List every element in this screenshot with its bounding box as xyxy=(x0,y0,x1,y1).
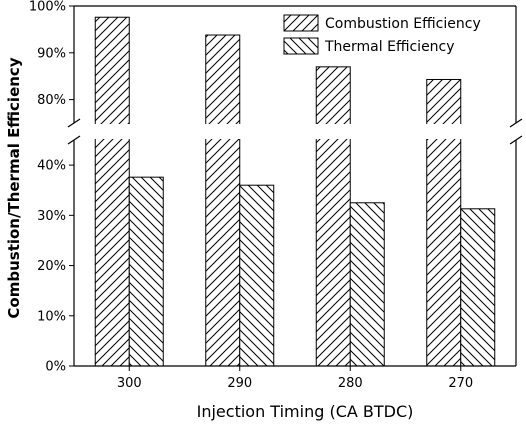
y-tick-labels: 0% 10% 20% 30% 40% 80% 90% 100% xyxy=(29,0,66,375)
y-tick-label: 90% xyxy=(37,46,66,61)
legend-swatch-thermal xyxy=(283,37,319,55)
legend-swatch-combustion xyxy=(283,14,319,32)
axis-break-gap xyxy=(75,124,515,139)
axis-break-mark xyxy=(509,135,523,145)
legend-label-thermal: Thermal Efficiency xyxy=(324,39,455,55)
bar-combustion-290 xyxy=(205,34,241,367)
x-tick-labels: 300 290 280 270 xyxy=(117,376,473,391)
x-tick-label: 300 xyxy=(117,376,142,391)
bar-thermal-290 xyxy=(239,184,275,367)
y-tick-label: 0% xyxy=(45,360,66,375)
bar-thermal-300 xyxy=(128,176,164,367)
bar-combustion-280 xyxy=(315,66,351,367)
x-axis-title: Injection Timing (CA BTDC) xyxy=(197,402,414,421)
y-tick-label: 100% xyxy=(29,0,66,15)
x-tick-label: 270 xyxy=(448,376,473,391)
x-tick-label: 290 xyxy=(227,376,252,391)
y-tick-label: 30% xyxy=(37,209,66,224)
y-tick-label: 20% xyxy=(37,259,66,274)
bar-combustion-270 xyxy=(426,78,462,367)
axis-break-mark xyxy=(67,118,81,128)
y-tick-label: 10% xyxy=(37,309,66,324)
y-tick-label: 80% xyxy=(37,93,66,108)
bar-thermal-270 xyxy=(460,208,496,367)
axes-group xyxy=(67,5,523,371)
bar-combustion-300 xyxy=(94,16,130,367)
axis-break-mark xyxy=(509,118,523,128)
x-tick-label: 280 xyxy=(338,376,363,391)
y-axis-title: Combustion/Thermal Efficiency xyxy=(5,57,23,318)
legend: Combustion Efficiency Thermal Efficiency xyxy=(283,14,481,55)
bars-group xyxy=(94,16,496,367)
legend-label-combustion: Combustion Efficiency xyxy=(325,16,481,32)
y-tick-label: 40% xyxy=(37,159,66,174)
axis-break-mark xyxy=(67,135,81,145)
bar-thermal-280 xyxy=(349,202,385,367)
